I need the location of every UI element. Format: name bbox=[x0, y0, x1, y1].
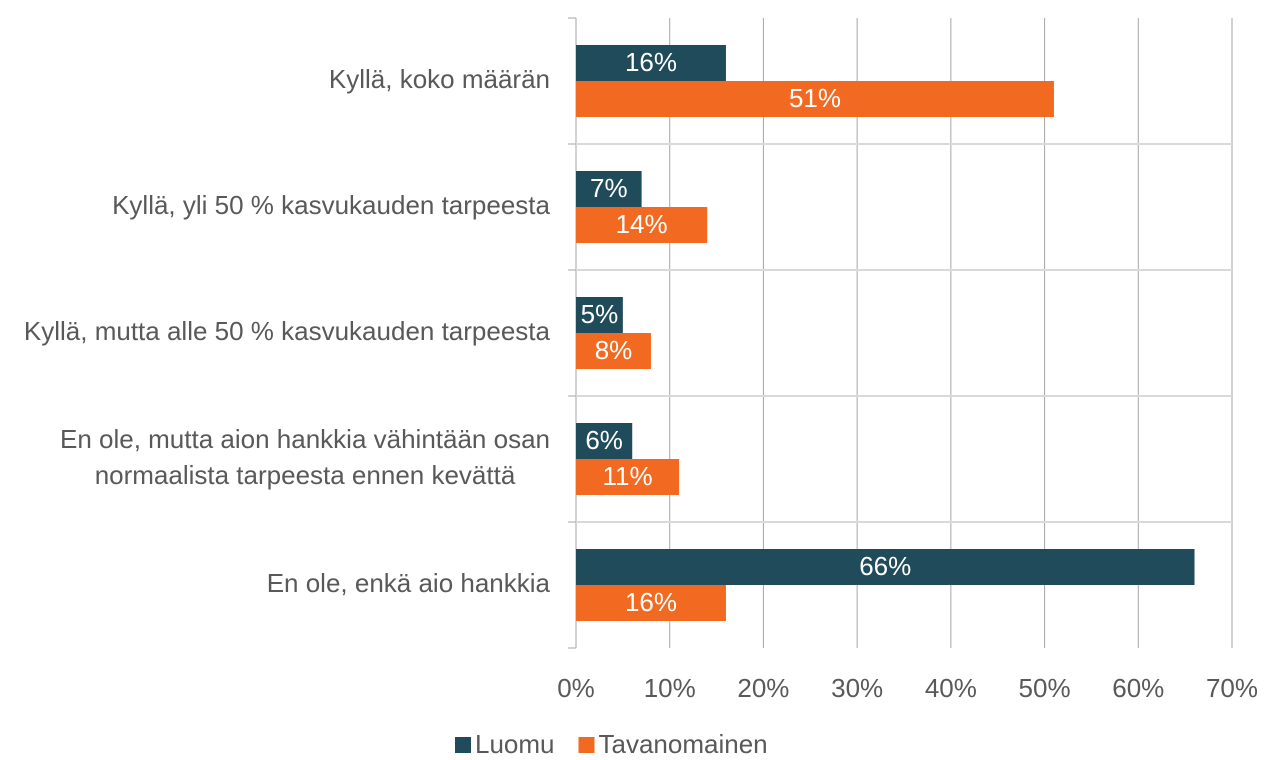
y-tick-label: Kyllä, mutta alle 50 % kasvukauden tarpe… bbox=[24, 316, 551, 346]
data-label: 51% bbox=[789, 83, 841, 113]
legend-swatch bbox=[578, 737, 595, 753]
bar bbox=[576, 423, 633, 459]
legend-label: Tavanomainen bbox=[599, 729, 768, 759]
x-tick-label: 20% bbox=[737, 673, 789, 703]
data-label: 6% bbox=[585, 425, 623, 455]
x-tick-label: 50% bbox=[1019, 673, 1071, 703]
x-tick-label: 30% bbox=[831, 673, 883, 703]
x-tick-label: 0% bbox=[557, 673, 595, 703]
bar bbox=[576, 297, 623, 333]
legend-label: Luomu bbox=[475, 729, 555, 759]
data-label: 7% bbox=[590, 173, 628, 203]
bar bbox=[576, 171, 642, 207]
data-label: 8% bbox=[595, 335, 633, 365]
bar bbox=[576, 585, 726, 621]
bar bbox=[576, 459, 680, 495]
bar bbox=[576, 45, 726, 81]
data-label: 66% bbox=[859, 551, 911, 581]
y-tick-label: Kyllä, koko määrän bbox=[329, 64, 550, 94]
bar bbox=[576, 549, 1195, 585]
x-tick-label: 10% bbox=[644, 673, 696, 703]
x-tick-label: 60% bbox=[1112, 673, 1164, 703]
y-tick-label: En ole, enkä aio hankkia bbox=[267, 568, 551, 598]
x-tick-label: 70% bbox=[1206, 673, 1258, 703]
bar bbox=[576, 207, 708, 243]
data-label: 16% bbox=[625, 587, 677, 617]
y-tick-label: En ole, mutta aion hankkia vähintään osa… bbox=[60, 424, 550, 490]
bar bbox=[576, 333, 651, 369]
x-tick-label: 40% bbox=[925, 673, 977, 703]
data-label: 16% bbox=[625, 47, 677, 77]
y-tick-label: Kyllä, yli 50 % kasvukauden tarpeesta bbox=[112, 190, 550, 220]
data-label: 5% bbox=[581, 299, 619, 329]
data-label: 14% bbox=[616, 209, 668, 239]
data-label: 11% bbox=[602, 461, 652, 491]
legend-swatch bbox=[455, 737, 471, 753]
bar bbox=[576, 81, 1054, 117]
